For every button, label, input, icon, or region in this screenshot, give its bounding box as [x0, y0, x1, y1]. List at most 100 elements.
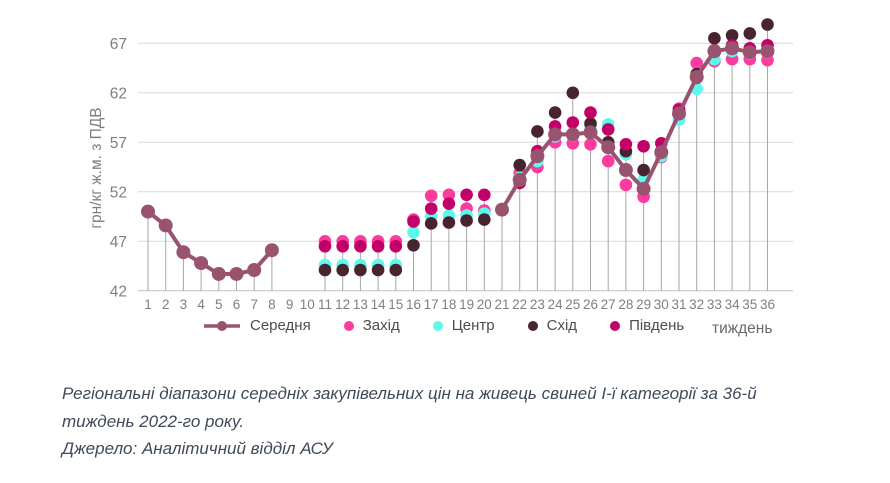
y-tick-label: 52: [110, 184, 127, 201]
data-point: [583, 125, 598, 140]
legend-dot-icon: [610, 320, 621, 331]
data-point: [637, 163, 650, 177]
x-tick-label: 28: [618, 297, 633, 312]
series-Центр: [318, 44, 774, 272]
data-point: [601, 154, 615, 168]
legend-item-Південь: Південь: [610, 317, 684, 334]
data-point: [618, 163, 633, 178]
data-point: [743, 27, 757, 40]
legend-label: Схід: [546, 317, 578, 334]
data-point: [158, 218, 173, 233]
data-point: [318, 263, 332, 277]
x-tick-label: 18: [441, 297, 456, 312]
legend-marker: [217, 320, 227, 331]
data-point: [371, 239, 385, 253]
y-tick-label: 42: [110, 283, 127, 300]
caption-text: Регіональні діапазони середніх закупівел…: [62, 384, 757, 431]
data-point: [442, 197, 456, 210]
x-tick-label: 29: [636, 297, 651, 312]
data-point: [707, 44, 722, 59]
data-point: [689, 69, 704, 84]
data-point: [389, 263, 403, 277]
x-tick-labels: 1 2 3 4 5 6 7 8 9 10 11 12 13 14 15 16 17 18 19 20 21 22 23 24 2…: [144, 297, 775, 312]
data-point: [584, 106, 597, 119]
data-point: [424, 217, 438, 230]
data-point: [318, 239, 332, 253]
data-point: [407, 215, 420, 228]
data-point: [513, 158, 526, 172]
data-point: [531, 125, 544, 138]
data-point: [601, 123, 615, 136]
x-tick-label: 25: [565, 297, 580, 312]
data-point: [442, 216, 456, 229]
drop-lines: [147, 24, 768, 291]
data-point: [654, 145, 669, 160]
data-point: [354, 263, 367, 277]
x-tick-label: 31: [671, 297, 686, 312]
legend-label: Центр: [451, 317, 495, 334]
data-point: [690, 56, 703, 70]
x-tick-label: 14: [371, 297, 387, 312]
x-tick-label: 21: [494, 297, 509, 312]
legend-dot-icon: [343, 320, 354, 331]
x-tick-label: 2: [162, 297, 170, 312]
data-point: [742, 45, 757, 60]
y-tick-label: 57: [110, 135, 127, 152]
data-point: [424, 189, 438, 203]
legend-label: Захід: [362, 317, 400, 334]
x-tick-label: 24: [548, 297, 564, 312]
x-tick-label: 23: [530, 297, 545, 312]
data-point: [478, 188, 491, 202]
x-tick-label: 17: [424, 297, 439, 312]
x-tick-label: 5: [215, 297, 223, 312]
x-tick-label: 35: [742, 297, 757, 312]
legend-dot-icon: [527, 320, 538, 331]
data-point: [460, 188, 473, 202]
x-tick-label: 10: [300, 297, 315, 312]
legend-line-marker-icon: [204, 320, 240, 331]
data-point: [247, 263, 262, 278]
data-point: [478, 213, 491, 226]
x-tick-label: 27: [601, 297, 616, 312]
data-point: [407, 226, 420, 239]
x-tick-label: 7: [250, 297, 258, 312]
data-point: [619, 137, 633, 151]
x-tick-label: 3: [180, 297, 188, 312]
x-tick-label: 8: [268, 297, 276, 312]
x-tick-label: 6: [233, 297, 241, 312]
data-point: [176, 245, 191, 260]
x-tick-label: 16: [406, 297, 421, 312]
data-point: [725, 29, 739, 42]
data-point: [584, 137, 597, 151]
x-axis-title: тиждень: [712, 320, 773, 337]
series-Захід: [318, 52, 774, 248]
legend-item-Центр: Центр: [432, 317, 495, 334]
series-Середня: [141, 41, 775, 281]
average-line: [146, 46, 770, 276]
data-point: [194, 256, 209, 271]
x-tick-label: 19: [459, 297, 474, 312]
data-point: [442, 188, 456, 202]
data-point: [229, 266, 244, 281]
legend-item-Схід: Схід: [527, 317, 578, 334]
x-tick-label: 1: [144, 297, 152, 312]
data-point: [336, 239, 350, 253]
data-point: [708, 32, 721, 45]
data-point: [672, 106, 686, 121]
data-point: [495, 202, 509, 217]
data-point: [530, 149, 545, 164]
chart-legend: Середня Захід Центр Схід Південь: [203, 317, 684, 334]
data-point: [601, 140, 616, 155]
data-point: [371, 263, 385, 277]
y-axis-title: грн/кг ж.м. з ПДВ: [88, 107, 105, 228]
x-tick-label: 30: [654, 297, 669, 312]
x-tick-label: 36: [760, 297, 775, 312]
x-tick-label: 15: [388, 297, 403, 312]
legend-item-Середня: Середня: [203, 317, 311, 334]
x-tick-label: 34: [725, 297, 741, 312]
data-point: [548, 127, 563, 142]
x-tick-label: 20: [477, 297, 492, 312]
caption-source: Джерело: Аналітичний відділ АСУ: [62, 439, 333, 459]
